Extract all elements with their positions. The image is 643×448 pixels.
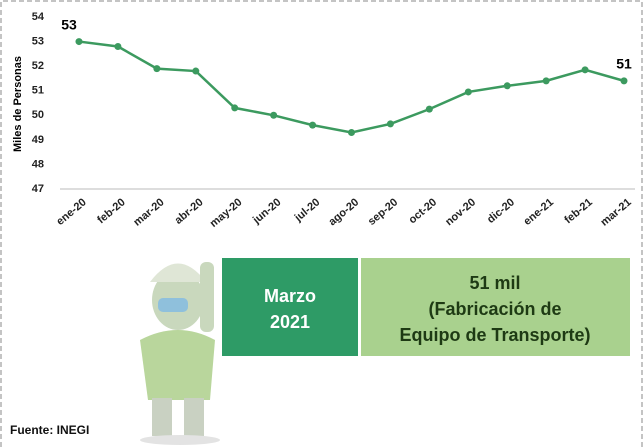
- y-tick-label: 47: [32, 183, 44, 195]
- point: [75, 38, 83, 46]
- point: [231, 104, 239, 112]
- x-tick-label: abr-20: [173, 196, 206, 226]
- y-tick-label: 48: [32, 158, 44, 170]
- y-tick-label: 50: [32, 109, 44, 121]
- point: [425, 105, 433, 113]
- x-tick-label: ene-20: [54, 196, 88, 228]
- point: [309, 121, 317, 129]
- y-tick-label: 51: [32, 85, 44, 97]
- y-tick-label: 54: [32, 11, 45, 23]
- point: [542, 77, 550, 85]
- x-tick-label: jul-20: [292, 196, 322, 224]
- date-text: Marzo: [264, 286, 316, 306]
- y-tick-label: 49: [32, 134, 44, 146]
- worker-figure: [140, 262, 220, 445]
- value-box: [361, 258, 630, 356]
- x-tick-label: mar-21: [598, 196, 633, 228]
- y-tick-label: 52: [32, 60, 44, 72]
- point: [153, 65, 161, 73]
- x-tick-label: ene-21: [522, 196, 556, 228]
- x-tick-label: ago-20: [326, 196, 361, 228]
- x-tick-label: feb-20: [95, 196, 128, 226]
- point: [620, 77, 628, 85]
- data-label: 53: [61, 16, 77, 32]
- point: [503, 82, 511, 90]
- x-tick-label: jun-20: [250, 196, 283, 227]
- point: [581, 66, 589, 74]
- date-text: 2021: [270, 312, 310, 332]
- value-text: Equipo de Transporte): [399, 325, 590, 345]
- y-tick-label: 53: [32, 35, 44, 47]
- x-tick-label: feb-21: [562, 196, 595, 226]
- point: [348, 128, 355, 136]
- source: Fuente: INEGI: [10, 423, 89, 437]
- date-box: [222, 258, 358, 356]
- x-tick-label: dic-20: [485, 196, 517, 226]
- x-tick-label: oct-20: [407, 196, 440, 226]
- x-tick-label: sep-20: [366, 196, 400, 228]
- value-text: 51 mil: [469, 273, 520, 293]
- value-text: (Fabricación de: [428, 299, 561, 319]
- point: [464, 88, 472, 96]
- data-label: 51: [616, 56, 632, 72]
- point: [386, 120, 394, 128]
- y-axis-label: Miles de Personas: [12, 56, 24, 152]
- point: [270, 111, 278, 119]
- x-tick-label: mar-20: [131, 196, 166, 228]
- line: [78, 40, 625, 134]
- point: [192, 67, 200, 75]
- x-tick-label: nov-20: [443, 196, 478, 228]
- point: [114, 42, 122, 50]
- x-tick-label: may-20: [208, 196, 245, 230]
